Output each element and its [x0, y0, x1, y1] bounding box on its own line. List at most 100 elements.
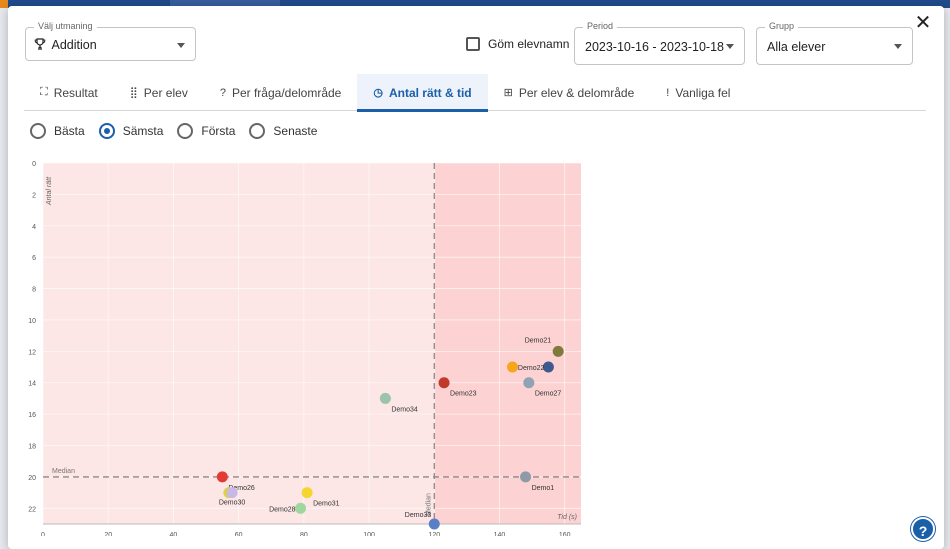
x-axis-label: Tid (s)	[557, 514, 577, 521]
chevron-down-icon	[894, 44, 902, 49]
radio-circle[interactable]	[177, 123, 194, 139]
period-select[interactable]: Period 2023-10-16 - 2023-10-18	[574, 21, 745, 65]
radio-label: Sämsta	[122, 124, 164, 138]
scatter-chart-svg: 0 20 40 60 80 100 120 140 160 0 2 4 6 8 10 12 14 16 18 20 22…	[28, 161, 581, 539]
data-point	[520, 471, 532, 483]
tab-label: Antal rätt & tid	[388, 85, 472, 100]
group-select-label: Grupp	[765, 21, 799, 31]
y-tick-label: 12	[28, 349, 36, 356]
background-app-header	[0, 0, 950, 8]
chart-region-right	[434, 163, 581, 524]
y-tick-label: 4	[32, 224, 36, 231]
hide-names-checkbox[interactable]	[466, 37, 480, 51]
data-point	[507, 361, 519, 373]
x-tick-label: 0	[41, 532, 45, 536]
data-point	[428, 518, 440, 530]
y-tick-label: 14	[28, 381, 36, 388]
point-label: Demo22	[518, 365, 545, 372]
question-icon: ?	[219, 86, 226, 99]
x-tick-label: 20	[104, 532, 112, 536]
point-label: Demo28	[269, 506, 296, 513]
help-icon[interactable]: ?	[911, 517, 935, 541]
y-tick-label: 8	[32, 287, 36, 294]
point-label: Demo26	[228, 485, 255, 492]
data-point	[542, 361, 554, 373]
radio-samsta[interactable]: Sämsta	[98, 123, 164, 139]
median-label-y: Median	[52, 468, 75, 475]
x-tick-label: 40	[170, 532, 178, 536]
y-axis-label: Antal rätt	[46, 176, 53, 206]
period-select-label: Period	[583, 21, 618, 31]
statistics-dialog: ✕ Välj utmaning Addition Göm elevnamn Pe…	[8, 6, 944, 549]
data-point	[226, 487, 238, 499]
radio-label: Bästa	[54, 124, 85, 138]
point-label: Demo34	[391, 406, 418, 413]
y-tick-label: 20	[28, 475, 36, 482]
challenge-select-value: Addition	[51, 38, 97, 52]
point-label: Demo1	[532, 485, 555, 492]
sort-radio-group: Bästa Sämsta Första Senaste	[30, 123, 317, 139]
radio-forsta[interactable]: Första	[177, 123, 235, 139]
period-select-value: 2023-10-16 - 2023-10-18	[585, 40, 724, 54]
radio-label: Senaste	[273, 124, 318, 138]
y-tick-label: 2	[32, 192, 36, 199]
x-tick-label: 100	[363, 532, 375, 536]
point-label: Demo21	[525, 337, 552, 344]
median-label-x: Median	[425, 493, 432, 516]
group-select-value: Alla elever	[767, 40, 826, 54]
radio-circle[interactable]	[30, 123, 46, 139]
tab-antal-ratt-tid[interactable]: ◷ Antal rätt & tid	[357, 74, 488, 112]
challenge-select[interactable]: Välj utmaning Addition	[25, 21, 196, 61]
y-tick-label: 0	[32, 161, 36, 168]
point-label: Demo27	[535, 391, 562, 398]
table-icon: ⊞	[503, 87, 513, 99]
x-tick-label: 160	[559, 532, 571, 536]
hide-names-label: Göm elevnamn	[488, 37, 570, 51]
radio-basta[interactable]: Bästa	[30, 123, 85, 139]
y-tick-label: 18	[28, 444, 36, 451]
tab-resultat[interactable]: ⛶ Resultat	[24, 74, 114, 111]
y-tick-label: 6	[32, 255, 36, 262]
binoculars-icon: ⛶	[40, 86, 48, 98]
tab-vanliga-fel[interactable]: ! Vanliga fel	[650, 74, 746, 111]
data-point	[216, 471, 228, 483]
data-point	[523, 377, 535, 389]
y-tick-label: 16	[28, 412, 36, 419]
radio-label: Första	[201, 124, 236, 138]
tab-bar: ⛶ Resultat ⣿ Per elev ? Per fråga/delomr…	[24, 74, 926, 112]
tab-per-elev[interactable]: ⣿ Per elev	[114, 74, 204, 111]
chevron-down-icon	[726, 44, 734, 49]
data-point	[301, 487, 313, 499]
x-tick-label: 140	[494, 532, 506, 536]
point-label: Demo23	[450, 391, 477, 398]
radio-senaste[interactable]: Senaste	[249, 123, 317, 139]
data-point	[552, 345, 564, 357]
data-point	[438, 377, 450, 389]
exclamation-icon: !	[666, 86, 670, 99]
tab-label: Resultat	[53, 85, 98, 100]
close-icon[interactable]: ✕	[914, 12, 932, 34]
tab-per-fraga[interactable]: ? Per fråga/delområde	[204, 74, 358, 111]
challenge-select-label: Välj utmaning	[34, 21, 97, 31]
tab-label: Vanliga fel	[675, 85, 731, 100]
point-label: Demo31	[313, 501, 340, 508]
grid-icon: ⣿	[129, 87, 138, 99]
radio-circle[interactable]	[249, 123, 266, 139]
scatter-chart: 0 20 40 60 80 100 120 140 160 0 2 4 6 8 10 12 14 16 18 20 22…	[8, 156, 608, 539]
data-point	[379, 392, 391, 404]
y-tick-label: 22	[28, 506, 36, 513]
clock-icon: ◷	[373, 87, 383, 99]
hide-names-toggle[interactable]: Göm elevnamn	[466, 37, 569, 51]
group-select[interactable]: Grupp Alla elever	[756, 21, 913, 65]
x-tick-label: 60	[235, 532, 243, 536]
radio-circle[interactable]	[98, 123, 115, 139]
x-tick-label: 120	[428, 532, 440, 536]
tab-label: Per elev	[143, 85, 188, 100]
chevron-down-icon	[177, 43, 185, 48]
point-label: Demo33	[405, 512, 432, 519]
point-label: Demo30	[219, 500, 246, 507]
data-point	[295, 502, 307, 514]
tab-per-elev-delomrade[interactable]: ⊞ Per elev & delområde	[488, 74, 651, 111]
trophy-icon	[34, 38, 49, 52]
x-tick-label: 80	[300, 532, 308, 536]
